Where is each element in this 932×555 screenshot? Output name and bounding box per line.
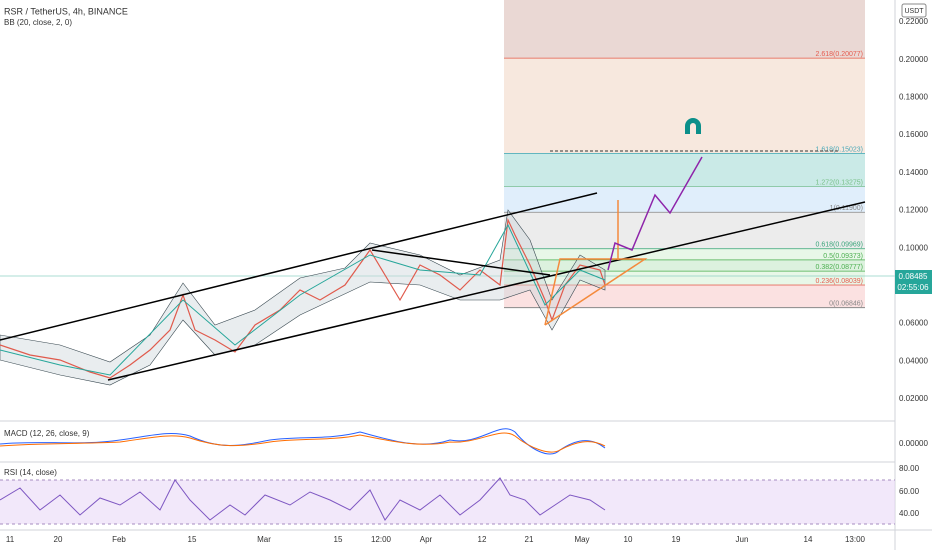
fib-zone [504,285,865,308]
fib-label: 0.618(0.09969) [816,242,863,249]
fib-zone [504,212,865,249]
time-label: Jun [736,535,749,544]
fib-zone [504,260,865,272]
fib-zone [504,58,865,154]
time-label: Feb [112,535,126,544]
projection-path [607,156,703,271]
time-label: Mar [257,535,271,544]
fib-label: 1(0.11900) [830,205,863,212]
rsi-title: RSI (14, close) [4,468,57,477]
time-label: May [574,535,589,544]
fib-zone [504,0,865,59]
fib-label: 2.618(0.20077) [816,51,863,58]
channel-upper [0,247,373,341]
time-label: 15 [188,535,197,544]
fib-label: 0(0.06846) [829,300,863,307]
fib-zone [504,186,865,213]
symbol-title: RSR / TetherUS, 4h, BINANCE [4,6,128,16]
currency: USDT [904,8,924,15]
price-tag [895,270,932,294]
bollinger-band [0,209,606,386]
price-series-alt [0,223,606,376]
price-tick: 0.12000 [899,206,928,215]
time-label: 20 [54,535,63,544]
price-tick: 0.16000 [899,130,928,139]
time-label: 14 [804,535,813,544]
time-label: 11 [6,535,15,544]
triangle [544,258,648,326]
macd-tick: 0.00000 [899,439,928,448]
time-label: 12:00 [371,535,392,544]
macd-line [0,428,606,455]
fib-zone [504,153,865,187]
price-tick: 0.22000 [899,17,928,26]
price-tick: 0.14000 [899,168,928,177]
magnet-icon [685,118,701,134]
time-label: 12 [478,535,487,544]
fib-label: 0.382(0.08777) [816,264,863,271]
indicator-title: BB (20, close, 2, 0) [4,18,72,27]
fib-zones: 2.618(0.20077) 1.618(0.15023) 1.272(0.1327… [504,0,865,309]
channel-lower [107,201,866,381]
time-label: 10 [624,535,633,544]
countdown: 02:55:06 [897,283,929,292]
rsi-line [0,477,606,521]
time-label: 15 [334,535,343,544]
currency-box[interactable] [901,3,927,18]
price-series [0,217,606,379]
time-label: 21 [525,535,534,544]
fib-label: 0.5(0.09373) [823,253,863,260]
price-tick: 0.18000 [899,93,928,102]
time-label: 13:00 [845,535,866,544]
fib-label: 1.618(0.15023) [816,146,863,153]
price-tick: 0.06000 [899,319,928,328]
trendline [371,249,551,276]
price-tick: 0.20000 [899,55,928,64]
channel-upper [371,192,598,249]
price-tick: 0.10000 [899,243,928,252]
price-tick: 0.04000 [899,356,928,365]
time-label: Apr [420,535,433,544]
macd-title: MACD (12, 26, close, 9) [4,429,90,438]
fib-zone [504,248,865,261]
current-price: 0.08485 [899,272,928,281]
signal-line [0,432,606,453]
price-tick: 0.02000 [899,394,928,403]
fib-label: 0.236(0.08039) [816,278,863,285]
rsi-tick: 80.00 [899,464,920,473]
fib-label: 1.272(0.13275) [816,179,863,186]
time-label: 19 [672,535,681,544]
rsi-tick: 40.00 [899,509,920,518]
fib-zone [504,271,865,286]
rsi-tick: 60.00 [899,487,920,496]
